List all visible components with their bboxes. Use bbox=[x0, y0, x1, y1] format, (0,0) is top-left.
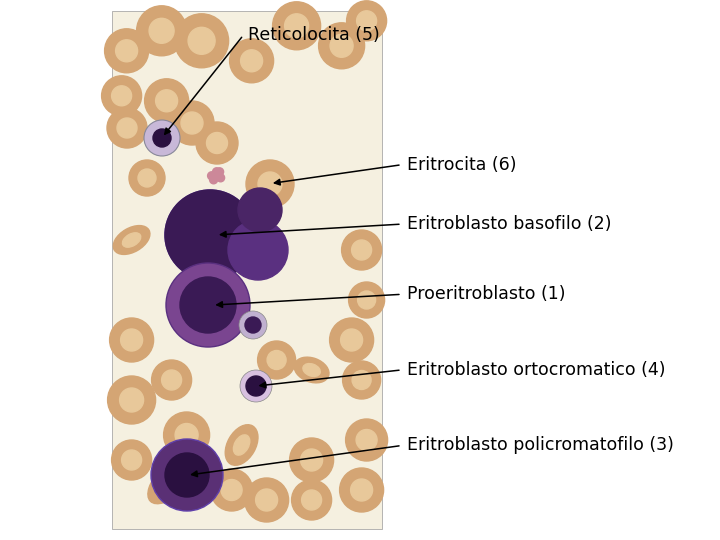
Circle shape bbox=[144, 120, 180, 156]
Circle shape bbox=[356, 429, 377, 450]
Circle shape bbox=[174, 14, 229, 68]
Circle shape bbox=[221, 480, 242, 501]
Text: Eritroblasto basofilo (2): Eritroblasto basofilo (2) bbox=[407, 215, 611, 233]
Circle shape bbox=[352, 370, 371, 389]
Circle shape bbox=[240, 370, 272, 402]
Circle shape bbox=[165, 453, 209, 497]
Circle shape bbox=[122, 450, 142, 470]
Circle shape bbox=[112, 86, 132, 106]
Circle shape bbox=[356, 11, 377, 31]
Circle shape bbox=[341, 230, 382, 270]
Circle shape bbox=[341, 329, 363, 351]
Circle shape bbox=[181, 112, 203, 134]
Circle shape bbox=[351, 240, 372, 260]
Text: Proeritroblasto (1): Proeritroblasto (1) bbox=[407, 285, 565, 303]
Circle shape bbox=[137, 6, 186, 56]
Circle shape bbox=[107, 108, 147, 148]
Circle shape bbox=[246, 160, 294, 208]
Ellipse shape bbox=[160, 468, 184, 492]
Circle shape bbox=[340, 468, 384, 512]
Circle shape bbox=[120, 388, 143, 412]
Circle shape bbox=[330, 35, 353, 57]
Ellipse shape bbox=[225, 424, 258, 465]
Circle shape bbox=[302, 490, 322, 510]
Circle shape bbox=[292, 480, 332, 520]
Circle shape bbox=[346, 1, 387, 41]
Circle shape bbox=[319, 23, 364, 69]
Text: Eritroblasto ortocromatico (4): Eritroblasto ortocromatico (4) bbox=[407, 361, 665, 379]
Circle shape bbox=[239, 311, 267, 339]
Circle shape bbox=[210, 176, 217, 184]
Circle shape bbox=[104, 29, 148, 73]
Circle shape bbox=[289, 438, 333, 482]
Ellipse shape bbox=[303, 363, 320, 376]
Circle shape bbox=[175, 423, 198, 447]
Circle shape bbox=[109, 318, 153, 362]
Circle shape bbox=[138, 169, 156, 187]
Circle shape bbox=[149, 18, 174, 43]
Circle shape bbox=[343, 361, 381, 399]
Circle shape bbox=[215, 168, 224, 176]
Ellipse shape bbox=[113, 226, 150, 254]
Circle shape bbox=[163, 412, 210, 458]
Circle shape bbox=[346, 419, 387, 461]
Circle shape bbox=[246, 376, 266, 396]
Bar bbox=[112, 11, 382, 529]
Circle shape bbox=[273, 2, 320, 50]
Circle shape bbox=[230, 39, 274, 83]
Text: Eritroblasto policromatofilo (3): Eritroblasto policromatofilo (3) bbox=[407, 436, 674, 455]
Circle shape bbox=[117, 118, 137, 138]
Ellipse shape bbox=[233, 435, 250, 455]
Circle shape bbox=[245, 478, 289, 522]
Circle shape bbox=[240, 50, 263, 72]
Circle shape bbox=[301, 449, 323, 471]
Text: Eritrocita (6): Eritrocita (6) bbox=[407, 156, 516, 174]
Circle shape bbox=[102, 76, 142, 116]
Circle shape bbox=[116, 40, 138, 62]
Circle shape bbox=[351, 479, 373, 501]
Ellipse shape bbox=[294, 357, 329, 383]
Circle shape bbox=[180, 277, 236, 333]
Circle shape bbox=[165, 190, 255, 280]
Circle shape bbox=[284, 14, 309, 38]
Ellipse shape bbox=[122, 233, 141, 247]
Circle shape bbox=[207, 172, 215, 180]
Circle shape bbox=[129, 160, 165, 196]
Circle shape bbox=[217, 174, 225, 182]
Circle shape bbox=[348, 282, 384, 318]
Circle shape bbox=[256, 489, 278, 511]
Circle shape bbox=[207, 132, 228, 153]
Circle shape bbox=[166, 263, 250, 347]
Circle shape bbox=[165, 190, 255, 280]
Circle shape bbox=[170, 101, 214, 145]
Circle shape bbox=[153, 129, 171, 147]
Circle shape bbox=[107, 376, 156, 424]
Circle shape bbox=[330, 318, 374, 362]
Circle shape bbox=[151, 439, 223, 511]
Circle shape bbox=[152, 360, 192, 400]
Circle shape bbox=[245, 317, 261, 333]
Circle shape bbox=[196, 122, 238, 164]
Circle shape bbox=[156, 90, 178, 112]
Ellipse shape bbox=[148, 456, 195, 504]
Circle shape bbox=[112, 440, 152, 480]
Circle shape bbox=[258, 172, 282, 196]
Circle shape bbox=[145, 79, 189, 123]
Circle shape bbox=[258, 341, 296, 379]
Circle shape bbox=[212, 168, 220, 176]
Circle shape bbox=[358, 291, 376, 309]
Circle shape bbox=[210, 469, 253, 511]
Circle shape bbox=[267, 350, 286, 369]
Circle shape bbox=[188, 28, 215, 55]
Circle shape bbox=[121, 329, 143, 351]
Circle shape bbox=[161, 370, 181, 390]
Circle shape bbox=[228, 220, 288, 280]
Text: Reticolocita (5): Reticolocita (5) bbox=[248, 26, 380, 44]
Circle shape bbox=[238, 188, 282, 232]
